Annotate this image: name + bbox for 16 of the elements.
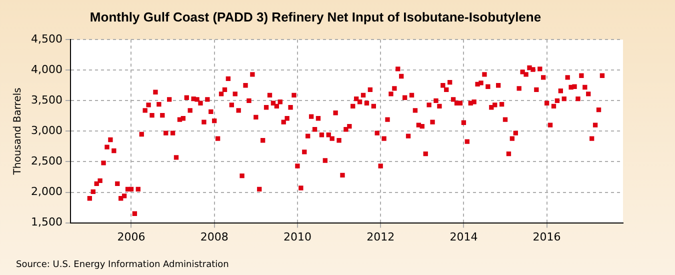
x-tick-label: 2008 (200, 230, 228, 244)
source-note: Source: U.S. Energy Information Administration (16, 260, 229, 270)
y-axis-title: Thousand Barrels (12, 88, 24, 176)
y-tick-label: 4,000 (30, 62, 62, 76)
y-tick-label: 3,000 (30, 124, 62, 138)
y-tick-label: 1,500 (30, 216, 62, 229)
y-tick-label: 2,000 (30, 185, 62, 198)
y-tick-label: 3,500 (30, 94, 62, 107)
x-tick-label: 2016 (532, 230, 561, 244)
x-tick-label: 2010 (283, 230, 312, 244)
y-tick-label: 4,500 (30, 32, 62, 46)
chart-title: Monthly Gulf Coast (PADD 3) Refinery Net Input of Isobutane-Isobutylene (90, 9, 542, 24)
x-tick-label: 2006 (117, 230, 146, 244)
x-tick-label: 2012 (366, 230, 395, 244)
x-tick-label: 2014 (450, 230, 478, 244)
y-tick-label: 2,500 (30, 154, 62, 168)
